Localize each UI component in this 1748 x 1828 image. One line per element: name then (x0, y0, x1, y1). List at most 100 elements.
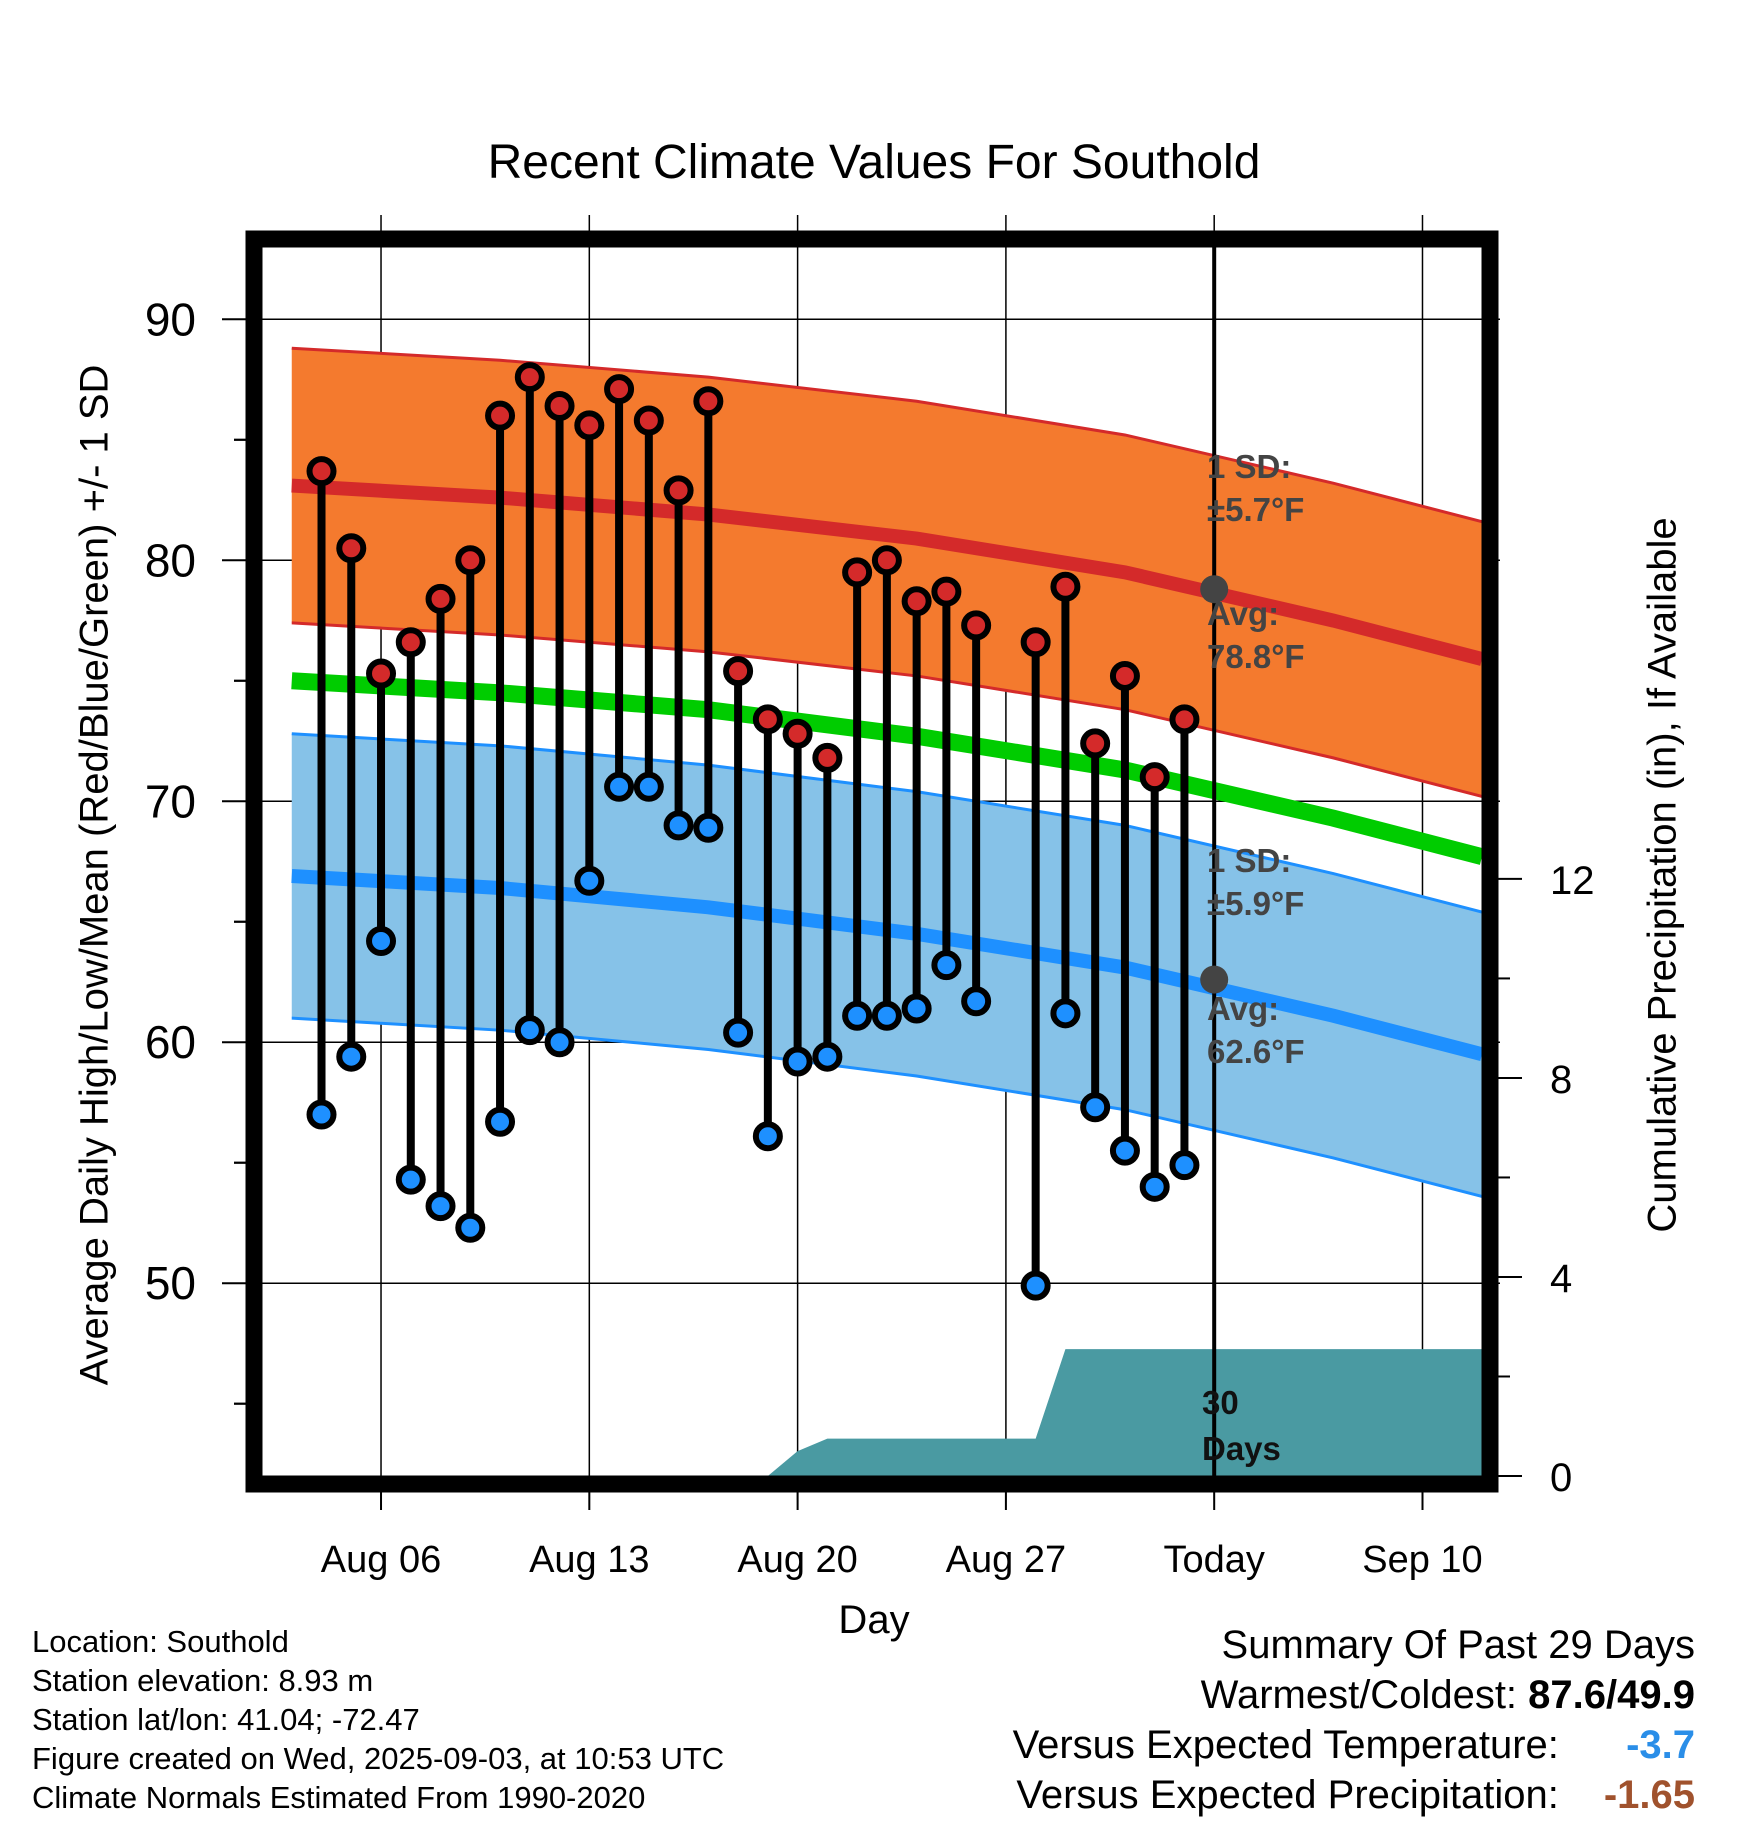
days-count: 30 (1202, 1384, 1239, 1421)
daily-high-point (1109, 660, 1140, 691)
daily-low-point (901, 993, 932, 1024)
daily-low-point (604, 771, 635, 802)
daily-high-point (395, 627, 426, 658)
high-avg-label: Avg: (1207, 595, 1279, 632)
summary-panel: Summary Of Past 29 Days Warmest/Coldest:… (1013, 1620, 1695, 1820)
daily-low-point (574, 865, 605, 896)
daily-low-point (1080, 1092, 1111, 1123)
low-avg-dot (1200, 965, 1229, 994)
warm-cold-value: 87.6/49.9 (1528, 1673, 1695, 1717)
plot-frame (245, 230, 1499, 1493)
daily-low-point (752, 1121, 783, 1152)
y2-tick-label: 12 (1550, 859, 1595, 903)
daily-low-point (633, 771, 664, 802)
high-sd-value: ±5.7°F (1207, 491, 1304, 528)
daily-high-point (1169, 704, 1200, 735)
created-text: Figure created on Wed, 2025-09-03, at 10… (32, 1741, 725, 1776)
daily-high-point (1139, 762, 1170, 793)
summary-precipitation: Versus Expected Precipitation: -1.65 (1013, 1770, 1695, 1820)
daily-low-point (366, 926, 397, 957)
daily-high-point (782, 718, 813, 749)
y2-tick-label: 0 (1550, 1456, 1572, 1500)
daily-high-point (514, 362, 545, 393)
daily-low-point (1050, 998, 1081, 1029)
x-tick-label: Aug 20 (737, 1539, 857, 1581)
daily-low-point (663, 810, 694, 841)
warm-cold-label: Warmest/Coldest: (1200, 1673, 1518, 1717)
daily-low-point (425, 1191, 456, 1222)
daily-low-point (782, 1046, 813, 1077)
daily-low-point (306, 1099, 337, 1130)
y-tick-label: 90 (145, 293, 196, 345)
daily-low-point (485, 1106, 516, 1137)
station-info: Location: Southold Station elevation: 8.… (32, 1622, 724, 1817)
elevation-text: Station elevation: 8.93 m (32, 1663, 374, 1698)
days-label: Days (1202, 1430, 1281, 1467)
daily-high-point (961, 610, 992, 641)
daily-low-point (336, 1041, 367, 1072)
summary-heading: Summary Of Past 29 Days (1221, 1623, 1695, 1667)
today-marker (1200, 247, 1229, 1476)
y-tick-label: 60 (145, 1016, 196, 1068)
daily-high-point (544, 391, 575, 422)
precipitation-area (291, 1349, 1482, 1476)
axis-ticks: 50 60 70 80 90 0 4 8 12 Aug 06 Aug 13 Aug 20 Aug 27 T… (145, 293, 1595, 1581)
daily-high-point (306, 456, 337, 487)
daily-high-point (604, 374, 635, 405)
daily-low-point (544, 1027, 575, 1058)
plot-border (245, 230, 1499, 1493)
y-tick-label: 70 (145, 775, 196, 827)
low-avg-value: 62.6°F (1207, 1033, 1305, 1070)
temp-departure-value: -3.7 (1626, 1723, 1695, 1767)
chart-title: Recent Climate Values For Southold (487, 136, 1261, 189)
daily-low-point (1139, 1171, 1170, 1202)
x-axis-label: Day (838, 1598, 910, 1642)
daily-low-point (842, 1000, 873, 1031)
daily-low-point (1169, 1150, 1200, 1181)
daily-high-point (366, 658, 397, 689)
daily-low-point (693, 812, 724, 843)
x-tick-label: Aug 06 (321, 1539, 441, 1581)
high-band-upper-edge (291, 346, 1483, 524)
x-tick-label: Today (1163, 1539, 1264, 1581)
y-tick-label: 50 (145, 1257, 196, 1309)
daily-low-point (931, 950, 962, 981)
precip-departure-label: Versus Expected Precipitation: (1016, 1773, 1559, 1817)
daily-range-sticks (306, 362, 1200, 1301)
high-avg-value: 78.8°F (1207, 638, 1305, 675)
daily-high-point (485, 400, 516, 431)
summary-temperature: Versus Expected Temperature: -3.7 (1013, 1720, 1695, 1770)
daily-high-point (1080, 728, 1111, 759)
location-text: Location: Southold (32, 1624, 289, 1659)
daily-high-point (812, 742, 843, 773)
y-tick-label: 80 (145, 534, 196, 586)
daily-high-point (1050, 571, 1081, 602)
daily-high-point (663, 475, 694, 506)
daily-high-point (1020, 627, 1051, 658)
low-avg-label: Avg: (1207, 990, 1279, 1027)
y-axis-left-label: Average Daily High/Low/Mean (Red/Blue/Gr… (72, 364, 117, 1386)
daily-low-point (514, 1015, 545, 1046)
low-sd-value: ±5.9°F (1207, 885, 1304, 922)
daily-high-point (842, 557, 873, 588)
daily-low-point (871, 1000, 902, 1031)
x-tick-label: Sep 10 (1362, 1539, 1482, 1581)
daily-high-point (871, 545, 902, 576)
latlon-text: Station lat/lon: 41.04; -72.47 (32, 1702, 420, 1737)
daily-low-point (1109, 1135, 1140, 1166)
summary-warm-cold: Warmest/Coldest: 87.6/49.9 (1013, 1670, 1695, 1720)
precip-departure-value: -1.65 (1603, 1773, 1695, 1817)
high-avg-dot (1200, 575, 1229, 604)
daily-low-point (723, 1017, 754, 1048)
daily-low-point (1020, 1270, 1051, 1301)
y-axis-right-label: Cumulative Precipitation (in), If Availa… (1640, 517, 1685, 1233)
normals-text: Climate Normals Estimated From 1990-2020 (32, 1780, 646, 1815)
daily-high-point (901, 586, 932, 617)
y2-tick-label: 4 (1550, 1257, 1572, 1301)
daily-high-point (723, 656, 754, 687)
daily-low-point (395, 1164, 426, 1195)
daily-high-point (931, 576, 962, 607)
daily-high-point (752, 704, 783, 735)
daily-low-point (961, 986, 992, 1017)
